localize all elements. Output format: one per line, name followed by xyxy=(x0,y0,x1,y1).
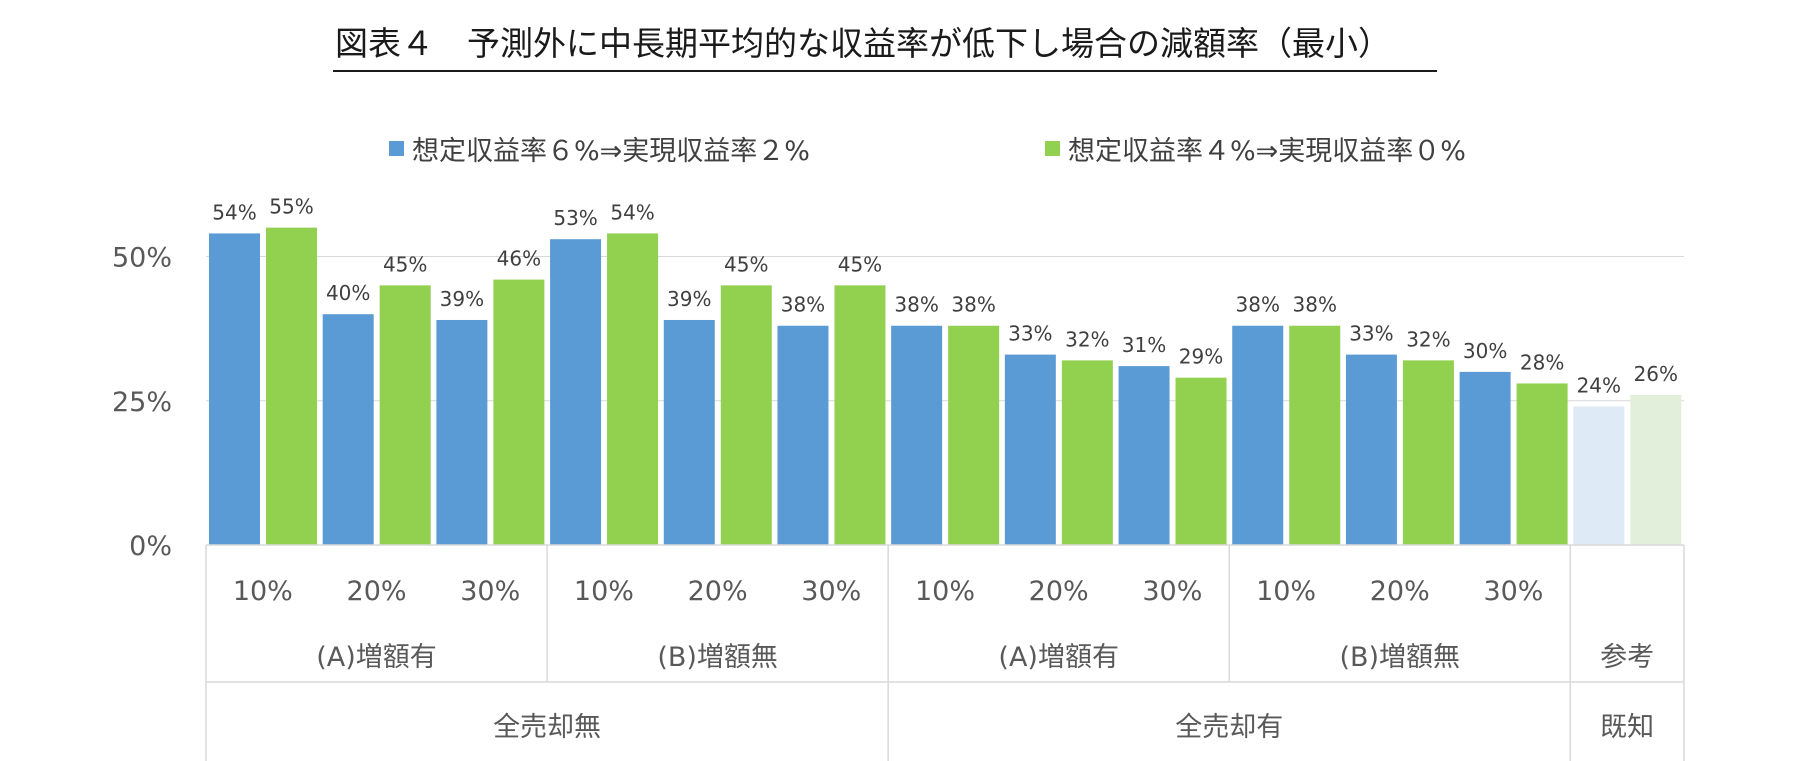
data-label-series-2: 32% xyxy=(1406,327,1450,351)
bar-series-2 xyxy=(1289,325,1341,545)
category-axis: 10% 20% 30% 10% 20% 30% 10% 20% 30% 10% 20% 30% (A)増… xyxy=(205,544,1685,761)
data-label-series-1: 53% xyxy=(553,206,597,230)
legend-label-series-1: 想定収益率６%⇒実現収益率２% xyxy=(412,135,810,167)
bar-series-2 xyxy=(1402,360,1454,545)
legend-item-series-1: 想定収益率６%⇒実現収益率２% xyxy=(389,128,810,168)
bar-series-2 xyxy=(720,285,772,545)
data-label-series-2: 54% xyxy=(610,200,654,224)
group-label-level-1: 既知 xyxy=(1600,712,1654,743)
data-label-series-1: 33% xyxy=(1349,322,1393,346)
data-label-series-2: 45% xyxy=(383,252,427,276)
bar-series-1 xyxy=(436,319,488,545)
bar-series-2 xyxy=(1061,360,1113,545)
data-label-series-2: 32% xyxy=(1065,327,1109,351)
bar-series-1 xyxy=(891,325,943,545)
x-tick-label: 20% xyxy=(688,576,748,607)
bar-series-1 xyxy=(1004,354,1056,545)
data-label-series-1: 38% xyxy=(894,293,938,317)
bar-series-1 xyxy=(1118,366,1170,545)
x-tick-label: 20% xyxy=(347,576,407,607)
x-tick-label: 10% xyxy=(233,576,293,607)
group-label-level-1: 全売却有 xyxy=(1175,712,1283,743)
bar-series-1 xyxy=(1573,406,1625,545)
x-tick-label: 10% xyxy=(574,576,634,607)
x-tick-label: 30% xyxy=(801,576,861,607)
y-axis-ticks: 0% 25% 50% xyxy=(112,243,172,563)
bar-series-1 xyxy=(1232,325,1284,545)
data-label-series-2: 38% xyxy=(1293,293,1337,317)
legend-swatch-series-1 xyxy=(389,140,404,156)
data-label-series-1: 38% xyxy=(1236,293,1280,317)
bar-series-2 xyxy=(1175,377,1227,545)
bar-series-1 xyxy=(1345,354,1397,545)
x-tick-label: 30% xyxy=(460,576,520,607)
legend-item-series-2: 想定収益率４%⇒実現収益率０% xyxy=(1045,128,1466,168)
x-tick-label: 30% xyxy=(1483,576,1543,607)
y-tick-label: 25% xyxy=(112,387,172,418)
group-label-level-2: (B)増額無 xyxy=(1339,642,1460,673)
group-label-level-2: (A)増額有 xyxy=(998,642,1119,673)
data-label-series-2: 38% xyxy=(951,293,995,317)
data-label-series-1: 33% xyxy=(1008,322,1052,346)
bar-series-1 xyxy=(1459,371,1511,545)
data-label-series-2: 45% xyxy=(838,252,882,276)
legend: 想定収益率６%⇒実現収益率２% 想定収益率４%⇒実現収益率０% xyxy=(0,128,1796,168)
data-label-series-2: 29% xyxy=(1179,345,1223,369)
y-tick-label: 0% xyxy=(129,531,172,562)
legend-swatch-series-2 xyxy=(1045,140,1060,156)
bar-series-1 xyxy=(777,325,829,545)
data-label-series-1: 38% xyxy=(781,293,825,317)
data-label-series-2: 28% xyxy=(1520,350,1564,374)
group-label-level-2: 参考 xyxy=(1600,642,1654,673)
data-labels: 54% 55% 40% 45% 39% 46% 53% 54% 39% 45% 38% 45% 38% 3… xyxy=(212,195,1678,398)
x-tick-label: 10% xyxy=(1256,576,1316,607)
group-label-level-2: (A)増額有 xyxy=(316,642,437,673)
data-label-series-2: 26% xyxy=(1634,362,1678,386)
data-label-series-1: 40% xyxy=(326,281,370,305)
x-tick-label: 10% xyxy=(915,576,975,607)
bar-series-1 xyxy=(550,239,602,545)
data-label-series-1: 39% xyxy=(667,287,711,311)
bar-series-2 xyxy=(948,325,1000,545)
data-label-series-1: 24% xyxy=(1577,374,1621,398)
data-label-series-1: 54% xyxy=(212,200,256,224)
chart-title: 図表４ 予測外に中長期平均的な収益率が低下し場合の減額率（最小） xyxy=(333,20,1437,72)
legend-label-series-2: 想定収益率４%⇒実現収益率０% xyxy=(1068,135,1466,167)
data-label-series-2: 46% xyxy=(497,247,541,271)
y-tick-label: 50% xyxy=(112,243,172,274)
bar-series-1 xyxy=(209,233,260,546)
bar-series-2 xyxy=(493,279,545,545)
bar-series-2 xyxy=(1630,394,1682,545)
bar-series-2 xyxy=(266,227,317,545)
x-tick-label: 20% xyxy=(1029,576,1089,607)
x-tick-label: 20% xyxy=(1370,576,1430,607)
bars xyxy=(209,227,1682,546)
data-label-series-2: 45% xyxy=(724,252,768,276)
data-label-series-1: 31% xyxy=(1122,333,1166,357)
bar-series-1 xyxy=(663,319,715,545)
data-label-series-1: 30% xyxy=(1463,339,1507,363)
group-label-level-2: (B)増額無 xyxy=(657,642,778,673)
x-tick-label: 30% xyxy=(1142,576,1202,607)
bar-series-2 xyxy=(607,233,659,546)
bar-series-1 xyxy=(322,314,374,545)
bar-series-2 xyxy=(379,285,431,545)
data-label-series-1: 39% xyxy=(440,287,484,311)
bar-series-2 xyxy=(834,285,886,545)
group-label-level-1: 全売却無 xyxy=(493,712,601,743)
bar-series-2 xyxy=(1516,383,1568,545)
data-label-series-2: 55% xyxy=(269,195,313,219)
